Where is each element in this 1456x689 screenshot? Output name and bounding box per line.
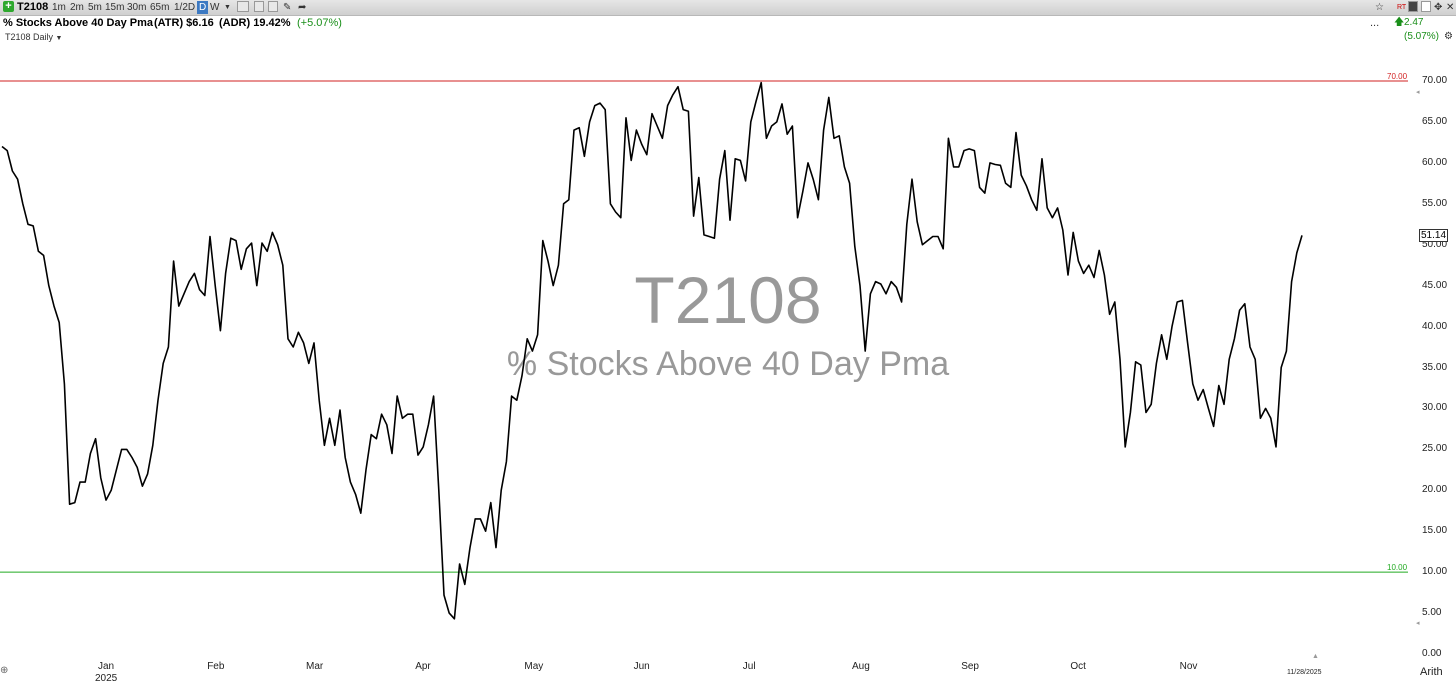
x-tick-label: Jul [742, 661, 756, 672]
more-ellipsis[interactable]: ... [1370, 17, 1380, 29]
text-tool-icon[interactable] [237, 1, 249, 16]
indicator-icon[interactable] [254, 1, 264, 16]
upper-level-label: 70.00 [1387, 72, 1408, 81]
y-tick-label: 0.00 [1422, 648, 1442, 659]
timeframe-1m[interactable]: 1m [52, 2, 66, 13]
adr-value: (ADR) 19.42% [219, 17, 291, 29]
upper-marker-icon: ◂ [1416, 89, 1420, 96]
x-tick-label: Jun [633, 661, 650, 672]
settings-icon[interactable]: ⚙ [1444, 31, 1453, 42]
x-tick-label: Jan [98, 661, 115, 672]
x-tick-label: Feb [207, 661, 225, 672]
x-tick-label: Sep [961, 661, 979, 672]
y-tick-label: 60.00 [1422, 156, 1448, 168]
y-tick-label: 40.00 [1422, 320, 1448, 332]
up-arrow-icon: 🡅 [1394, 17, 1405, 28]
watermark-name: % Stocks Above 40 Day Pma [506, 345, 950, 383]
symbol-label[interactable]: T2108 [17, 1, 49, 13]
x-tick-label: Apr [415, 661, 431, 672]
right-change-value: 2.47 (5.07%) [1404, 17, 1440, 42]
rt-badge-icon[interactable]: RT [1397, 4, 1407, 11]
timeframe-5m[interactable]: 5m [88, 2, 102, 13]
share-icon[interactable]: ➦ [298, 2, 307, 13]
chevron-down-icon[interactable]: ▼ [224, 4, 231, 11]
timeframe-label-text: T2108 Daily [5, 32, 54, 42]
timeframe-weekly[interactable]: W [210, 2, 220, 13]
timeframe-65m[interactable]: 65m [150, 2, 170, 13]
zoom-icon[interactable]: ⊕ [0, 665, 9, 676]
y-tick-label: 55.00 [1422, 197, 1448, 209]
y-tick-label: 30.00 [1422, 402, 1448, 414]
pencil-icon[interactable]: ✎ [283, 2, 292, 13]
symbol-info-bar: % Stocks Above 40 Day Pma (ATR) $6.16 (A… [0, 16, 1456, 42]
y-tick-label: 45.00 [1422, 279, 1448, 291]
timeframe-30m[interactable]: 30m [127, 2, 147, 13]
chevron-down-icon: ▼ [55, 35, 63, 42]
lower-marker-icon: ◂ [1416, 620, 1420, 627]
move-icon[interactable]: ✥ [1434, 2, 1443, 13]
y-tick-label: 10.00 [1422, 566, 1448, 578]
atr-value: (ATR) $6.16 [154, 17, 214, 29]
restore-icon[interactable] [1421, 1, 1431, 16]
x-tick-label: May [524, 661, 544, 672]
layout-icon[interactable] [268, 1, 278, 16]
sx-icon[interactable] [1408, 1, 1418, 16]
x-tick-label: Oct [1070, 661, 1086, 672]
close-icon[interactable]: ✕ [1446, 2, 1455, 13]
y-tick-label: 70.00 [1422, 75, 1448, 86]
t2108-line-series [1, 81, 1303, 620]
last-value-badge: 51.14 [1419, 229, 1449, 242]
y-tick-label: 35.00 [1422, 361, 1448, 373]
y-tick-label: 5.00 [1422, 607, 1442, 619]
scroll-up-icon[interactable]: ▲ [1312, 653, 1319, 660]
change-percent: (+5.07%) [297, 17, 342, 29]
x-tick-label: Aug [852, 661, 870, 672]
timeframe-2m[interactable]: 2m [70, 2, 84, 13]
scale-mode-label[interactable]: Arith [1420, 666, 1443, 678]
indicator-name: % Stocks Above 40 Day Pma [3, 17, 153, 29]
chart-toolbar: + T2108 1m 2m 5m 15m 30m 65m 1/2D D W ▼ … [0, 0, 1456, 16]
watermark-symbol: T2108 [634, 263, 822, 337]
x-tick-label: Nov [1179, 661, 1198, 672]
lower-level-label: 10.00 [1387, 563, 1408, 573]
last-date-label: 11/28/2025 [1287, 669, 1322, 676]
y-tick-label: 25.00 [1422, 443, 1448, 455]
star-icon[interactable]: ☆ [1375, 2, 1384, 13]
y-tick-label: 20.00 [1422, 484, 1448, 496]
chart-timeframe-label[interactable]: T2108 Daily ▼ [5, 31, 62, 43]
y-tick-label: 15.00 [1422, 525, 1448, 537]
y-tick-label: 50.00 [1422, 238, 1448, 250]
x-tick-year-label: 2025 [95, 673, 118, 684]
y-tick-label: 65.00 [1422, 115, 1448, 127]
x-tick-label: Mar [306, 661, 324, 672]
timeframe-daily[interactable]: D [197, 1, 209, 14]
timeframe-half-day[interactable]: 1/2D [174, 2, 196, 13]
timeframe-15m[interactable]: 15m [105, 2, 125, 13]
plus-icon[interactable]: + [3, 1, 14, 12]
